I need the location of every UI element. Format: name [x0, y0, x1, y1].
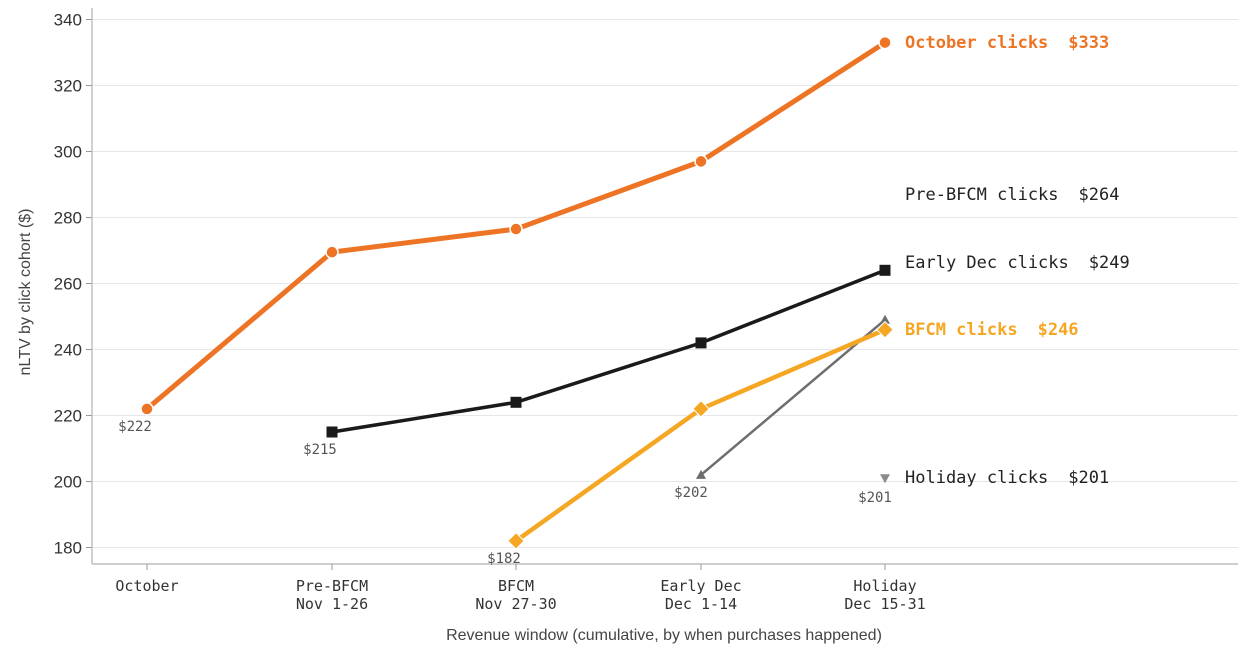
- start-value-label: $182: [487, 551, 521, 567]
- end-label-name: Early Dec clicks: [905, 253, 1069, 273]
- x-tick-label: October: [115, 577, 178, 595]
- x-tick-label: Pre-BFCM: [296, 577, 368, 595]
- start-value-label: $202: [674, 485, 708, 501]
- end-label-name: October clicks: [905, 33, 1048, 53]
- end-label-value: $246: [1038, 320, 1079, 340]
- data-point: [326, 426, 338, 438]
- end-label-value: $249: [1089, 253, 1130, 273]
- start-value-label: $201: [858, 490, 892, 506]
- data-point: [509, 222, 523, 236]
- y-tick-label: 340: [54, 11, 82, 30]
- y-tick-label: 180: [54, 539, 82, 558]
- y-tick-label: 300: [54, 143, 82, 162]
- start-value-label: $222: [118, 419, 152, 435]
- x-tick-label: Nov 27-30: [475, 595, 556, 613]
- data-point: [325, 245, 339, 259]
- y-tick-label: 280: [54, 209, 82, 228]
- end-label-name: BFCM clicks: [905, 320, 1018, 340]
- data-point: [510, 396, 522, 408]
- x-tick-label: BFCM: [498, 577, 534, 595]
- axes: 180 200 220 240 260 280 300 320 340 October Pre-BF…: [54, 8, 1238, 613]
- x-tick-label: Early Dec: [660, 577, 741, 595]
- y-tick-label: 260: [54, 275, 82, 294]
- end-label-name: Pre-BFCM clicks: [905, 185, 1059, 205]
- end-label-value: $264: [1079, 185, 1120, 205]
- x-tick-label: Dec 1-14: [665, 595, 737, 613]
- x-tick-label: Nov 1-26: [296, 595, 368, 613]
- series-line: [699, 318, 887, 477]
- y-tick-label: 220: [54, 407, 82, 426]
- data-point: [507, 532, 525, 550]
- start-value-label: $215: [303, 442, 337, 458]
- end-label-name: Holiday clicks: [905, 468, 1048, 488]
- series: [140, 35, 894, 550]
- data-point: [695, 337, 707, 349]
- data-point: [880, 314, 890, 324]
- gridlines: [92, 19, 1238, 548]
- x-axis-title: Revenue window (cumulative, by when purc…: [446, 627, 882, 644]
- series-line: [330, 268, 887, 434]
- y-tick-label: 320: [54, 77, 82, 96]
- series-line: [513, 327, 888, 544]
- data-point: [696, 469, 706, 479]
- data-point: [694, 154, 708, 169]
- end-label-value: $333: [1068, 33, 1109, 53]
- labels: $202 Early Dec clicks $249 $215 Pre-BFCM cli…: [118, 33, 1130, 567]
- data-point: [876, 320, 894, 339]
- x-tick-label: Dec 15-31: [844, 595, 925, 613]
- data-point: [140, 402, 154, 416]
- x-tick-label: Holiday: [853, 577, 916, 595]
- end-label-value: $201: [1068, 468, 1109, 488]
- data-point: [878, 35, 892, 50]
- y-tick-label: 200: [54, 473, 82, 492]
- data-point: [692, 400, 710, 418]
- y-tick-label: 240: [54, 341, 82, 360]
- y-axis-title: nLTV by click cohort ($): [17, 209, 34, 376]
- data-point: [879, 264, 891, 276]
- data-point: [880, 474, 890, 484]
